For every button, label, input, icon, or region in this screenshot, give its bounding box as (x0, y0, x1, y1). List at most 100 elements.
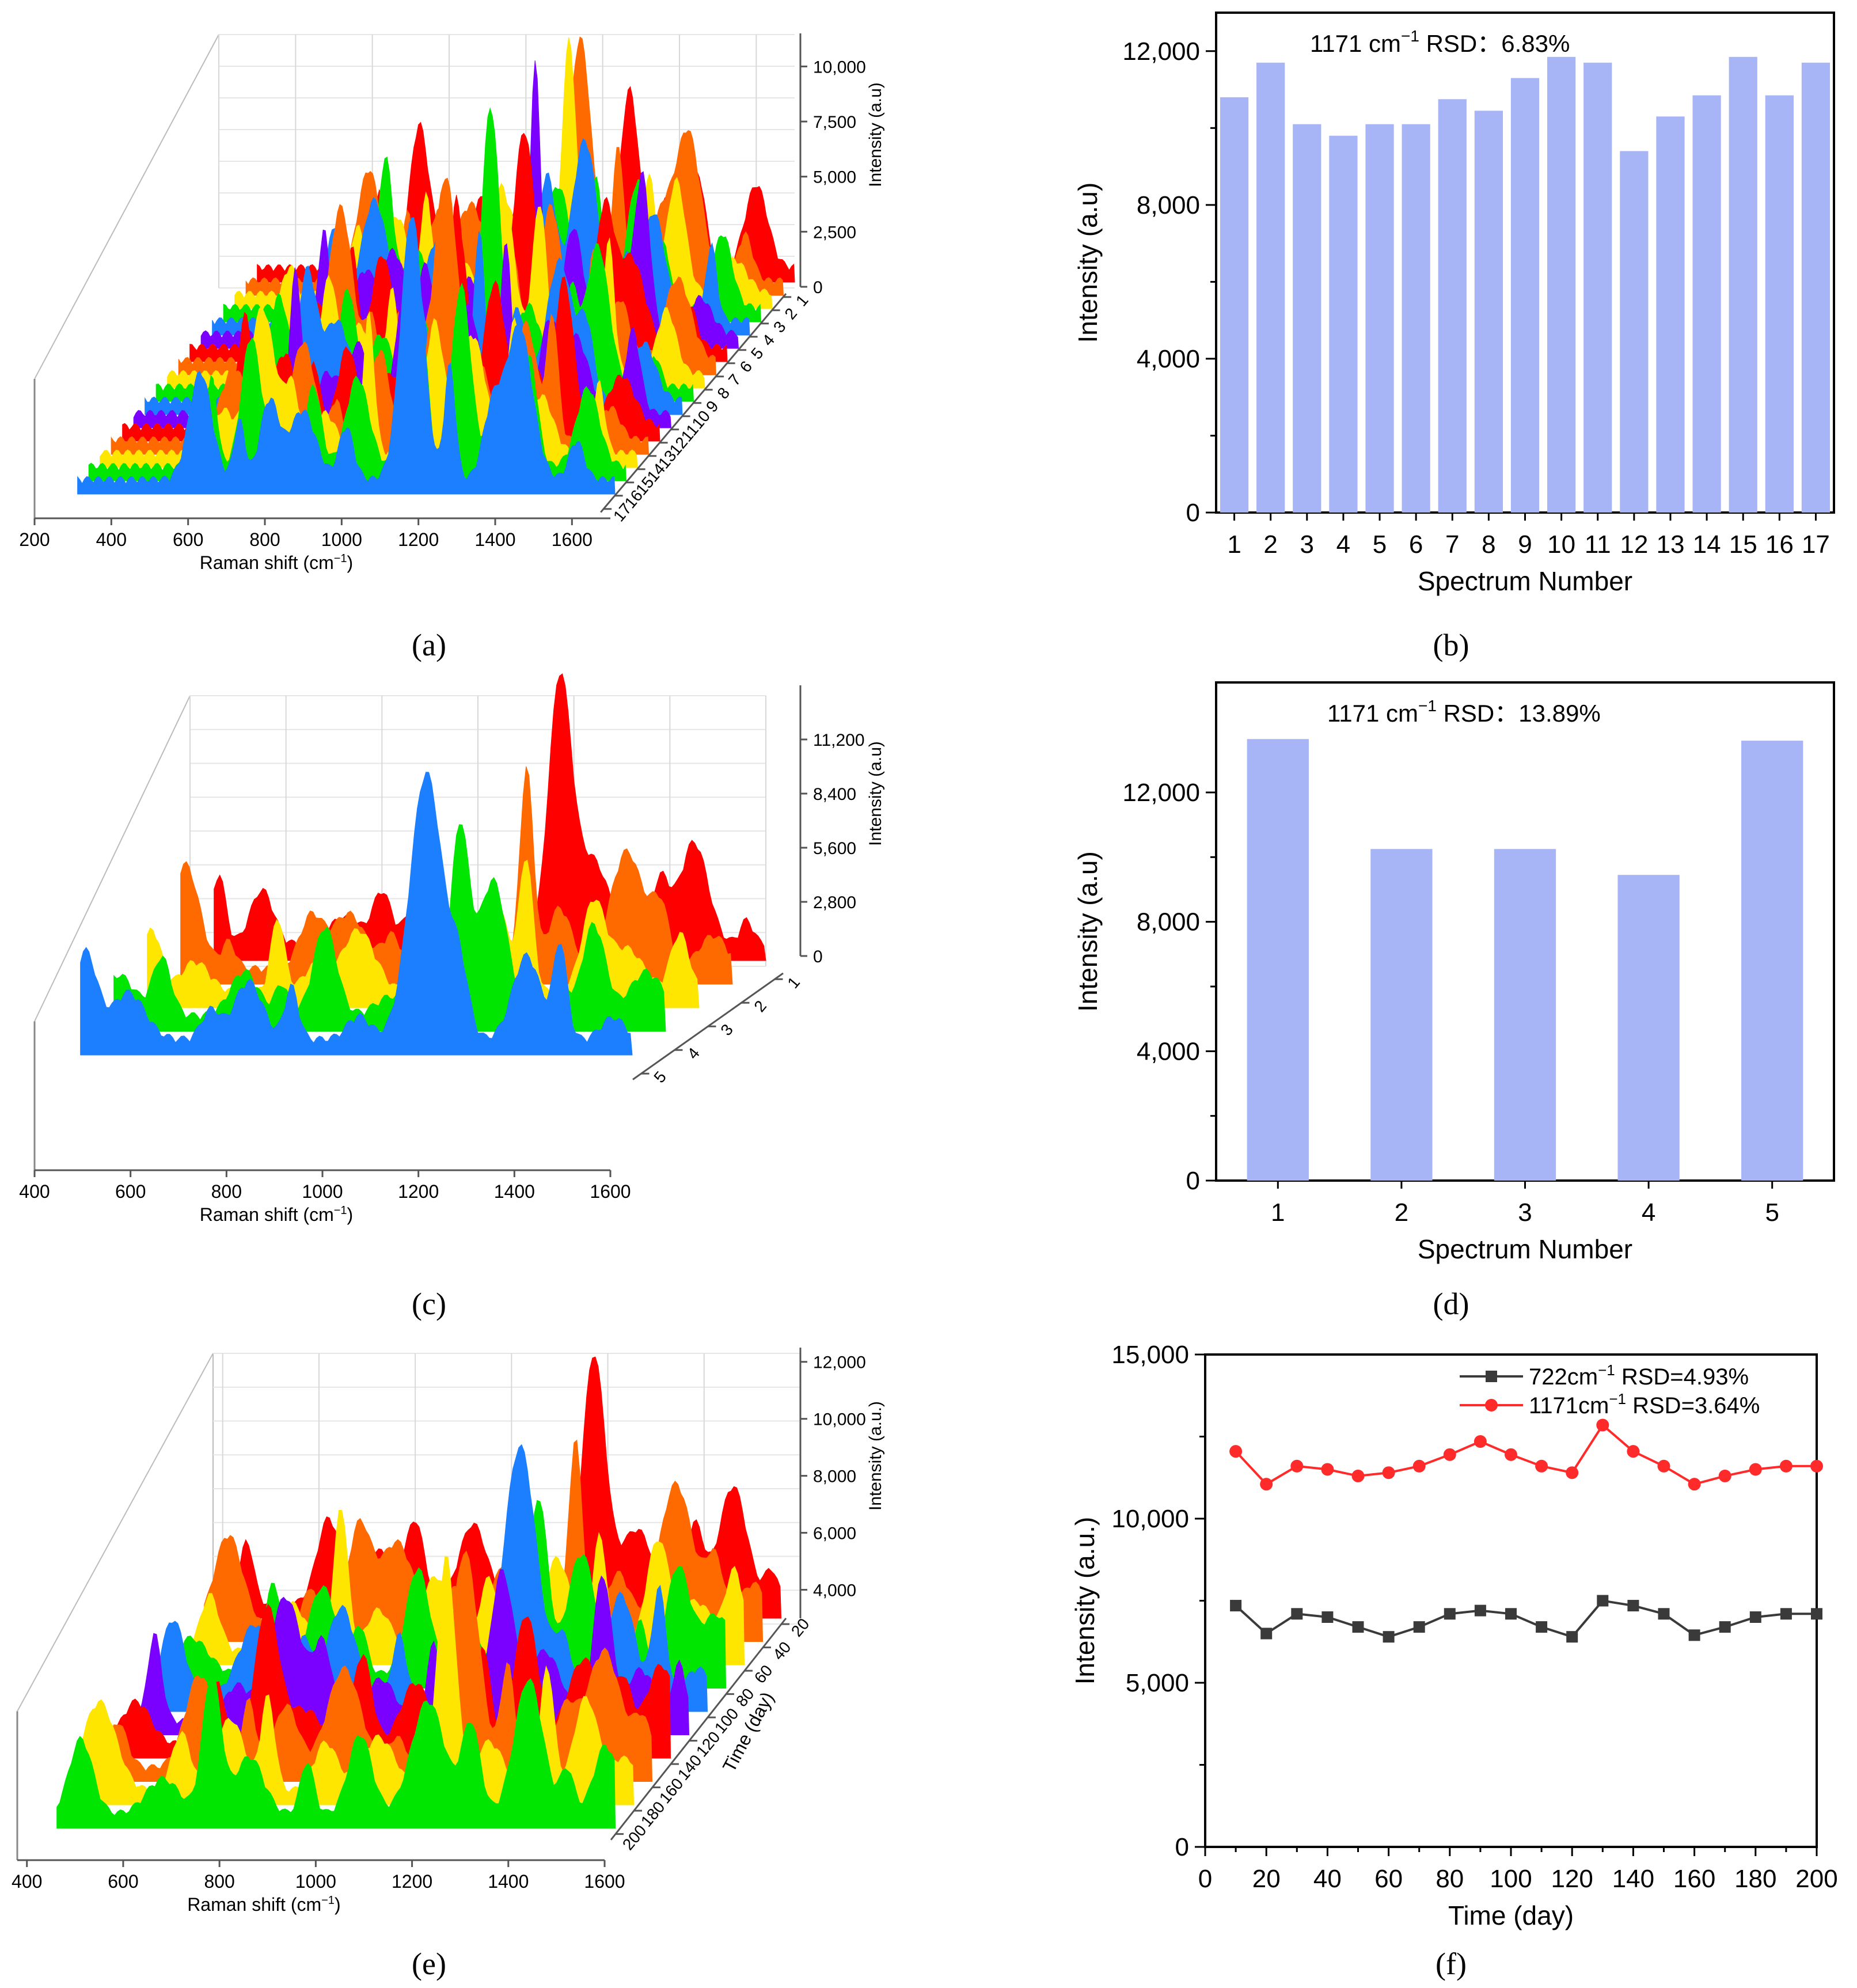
panel-b-bar-chart: 1 2 3 4 5 6 7 8 9 10 11 12 13 14 15 16 1704,0008,00012,0… (1073, 12, 1835, 596)
depth-tick-label: 7 (725, 371, 745, 389)
x-tick-label: 120 (1551, 1865, 1593, 1893)
caption-b: (b) (1433, 628, 1469, 662)
bar (1370, 849, 1433, 1181)
data-point (1536, 1621, 1548, 1633)
caption-a: (a) (412, 628, 446, 662)
depth-tick-label: 160 (656, 1775, 687, 1807)
x-tick-label: 1 (1227, 530, 1241, 559)
y-axis-label: Intensity (a.u) (1073, 851, 1103, 1012)
annotation: 1171 cm−1 RSD：13.89% (1327, 697, 1601, 727)
x-tick-label: 1200 (398, 529, 439, 550)
panel-d-bar-chart: 1 2 3 4 5 0 4,000 8,000 12,000 Spectrum Number Int… (1073, 681, 1835, 1264)
data-point (1444, 1608, 1456, 1620)
legend-text: 1171cm (1529, 1393, 1609, 1418)
bar (1365, 124, 1394, 513)
x-tick-label: 0 (1198, 1865, 1212, 1893)
data-point (1657, 1459, 1670, 1473)
legend-marker (1485, 1399, 1498, 1412)
x-tick-label: 1 (1271, 1198, 1285, 1227)
z-tick-label: 2,800 (813, 893, 856, 912)
x-tick-label: 4 (1336, 530, 1350, 559)
legend-label: 1171cm−1 RSD=3.64% (1529, 1390, 1760, 1418)
bar (1729, 56, 1757, 513)
x-tick-label: 9 (1518, 530, 1532, 559)
x-tick-label: 140 (1612, 1865, 1654, 1893)
x-tick-label: 60 (1374, 1865, 1403, 1893)
z-axis-label: Intensity (a.u) (866, 741, 885, 846)
x-axis-label: Spectrum Number (1418, 1234, 1632, 1264)
x-tick-label: 400 (96, 529, 127, 550)
bar (1765, 95, 1794, 513)
x-tick-label: 1200 (398, 1181, 439, 1202)
y-tick-label: 8,000 (1137, 191, 1200, 219)
bar (1801, 62, 1831, 513)
bar (1617, 875, 1680, 1181)
x-tick-label: 1200 (392, 1871, 432, 1892)
caption-d: (d) (1433, 1287, 1469, 1321)
data-point (1658, 1608, 1670, 1620)
x-tick-label: 40 (1313, 1865, 1342, 1893)
x-tick-label: 11 (1585, 530, 1611, 559)
label-text: ) (335, 1894, 341, 1915)
data-point (1474, 1435, 1487, 1448)
data-point (1505, 1608, 1517, 1620)
annotation-text: 1171 cm (1310, 30, 1401, 57)
x-tick-label: 800 (204, 1871, 234, 1892)
data-point (1688, 1478, 1701, 1491)
data-point (1811, 1608, 1822, 1620)
y-tick-label: 0 (1175, 1833, 1189, 1861)
x-tick-label: 400 (12, 1871, 42, 1892)
x-tick-label: 1400 (494, 1181, 535, 1202)
x-tick-label: 160 (1673, 1865, 1715, 1893)
spectrum-trace (113, 824, 666, 1032)
panel-e-waterfall-chart: 400 600 800 1000 1200 1400 1600 Raman shift (cm… (12, 1348, 885, 1915)
x-tick-label: 1600 (584, 1871, 625, 1892)
side-edge (34, 695, 191, 1022)
x-axis-label: Raman shift (cm−1) (187, 1894, 340, 1915)
depth-tick-label: 4 (758, 331, 778, 350)
legend-superscript: −1 (1609, 1390, 1626, 1407)
y-tick-label: 4,000 (1137, 1037, 1200, 1065)
data-point (1535, 1459, 1548, 1473)
data-point (1627, 1445, 1640, 1458)
x-tick-label: 1000 (321, 529, 362, 550)
depth-tick-label: 3 (770, 318, 789, 336)
depth-tick-label: 1 (784, 973, 803, 992)
z-tick-label: 11,200 (813, 731, 865, 750)
data-point (1718, 1469, 1731, 1482)
label-superscript: −1 (334, 552, 347, 565)
x-tick-label: 1000 (302, 1181, 343, 1202)
x-tick-label: 15 (1729, 530, 1757, 559)
z-axis-label: Intensity (a.u) (866, 82, 885, 187)
x-tick-label: 600 (173, 529, 203, 550)
z-tick-label: 4,000 (813, 1581, 856, 1600)
z-tick-label: 5,600 (813, 839, 856, 858)
annotation-superscript: −1 (1418, 697, 1437, 715)
x-tick-label: 2 (1263, 530, 1277, 559)
data-point (1412, 1459, 1426, 1473)
x-tick-label: 10 (1547, 530, 1575, 559)
y-axis-label: Intensity (a.u) (1073, 183, 1103, 343)
bar (1741, 741, 1803, 1181)
y-tick-label: 0 (1186, 1167, 1200, 1195)
x-tick-label: 400 (19, 1181, 50, 1202)
x-tick-label: 6 (1409, 530, 1423, 559)
depth-tick-label: 6 (736, 358, 755, 376)
z-tick-label: 8,400 (813, 785, 856, 804)
depth-tick-label: 5 (650, 1068, 670, 1086)
bar (1402, 124, 1430, 513)
y-tick-label: 8,000 (1137, 908, 1200, 936)
data-point (1260, 1627, 1273, 1640)
z-tick-label: 0 (813, 947, 823, 966)
x-tick-label: 12 (1620, 530, 1648, 559)
z-tick-label: 10,000 (813, 58, 866, 77)
x-tick-label: 13 (1656, 530, 1684, 559)
y-tick-label: 10,000 (1111, 1505, 1189, 1533)
x-tick-label: 4 (1642, 1198, 1655, 1227)
data-point (1229, 1445, 1243, 1458)
depth-tick-label: 60 (751, 1661, 776, 1687)
data-point (1780, 1608, 1792, 1620)
data-point (1566, 1466, 1579, 1479)
data-point (1505, 1448, 1517, 1461)
